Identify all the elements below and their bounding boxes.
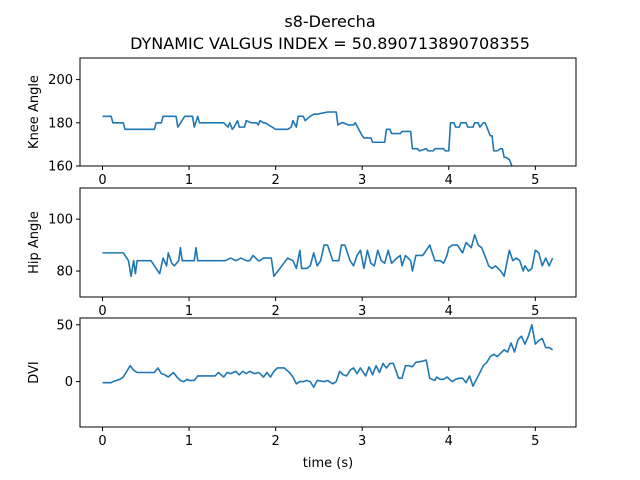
subplot-2: 0 1 2 3 4 5 80 100 Hip Angle xyxy=(27,187,577,319)
x-axis-label-3: time (s) xyxy=(303,456,353,471)
x-tick-label: 0 xyxy=(98,304,106,319)
x-tick-label: 4 xyxy=(445,434,453,449)
x-tick-label: 1 xyxy=(185,434,193,449)
y-tick-label: 50 xyxy=(56,318,73,333)
x-tick-label: 0 xyxy=(98,173,106,188)
x-tick-label: 3 xyxy=(358,173,366,188)
y-tick-label: 100 xyxy=(48,213,73,228)
x-tick-label: 2 xyxy=(271,304,279,319)
x-tick-label: 0 xyxy=(98,434,106,449)
figure-title-line2: DYNAMIC VALGUS INDEX = 50.89071389070835… xyxy=(130,34,530,53)
x-tick-label: 5 xyxy=(531,434,539,449)
x-tick-label: 1 xyxy=(185,304,193,319)
figure-title-line1: s8-Derecha xyxy=(284,12,375,31)
x-tick-label: 2 xyxy=(271,173,279,188)
x-tick-label: 4 xyxy=(445,304,453,319)
series-line-3-1 xyxy=(102,324,554,389)
plot-frame-1 xyxy=(79,57,577,167)
plot-frame-3 xyxy=(79,317,577,428)
x-tick-label: 3 xyxy=(358,434,366,449)
y-axis-label-3: DVI xyxy=(27,361,42,384)
x-tick-label: 1 xyxy=(185,173,193,188)
y-tick-label: 200 xyxy=(48,73,73,88)
plot-frame-2 xyxy=(79,187,577,298)
y-axis-label-1: Knee Angle xyxy=(27,75,42,149)
series-line-1-1 xyxy=(102,111,513,166)
series-line-2-1 xyxy=(102,233,554,278)
y-axis-label-2: Hip Angle xyxy=(27,211,42,274)
x-tick-label: 3 xyxy=(358,304,366,319)
y-tick-label: 80 xyxy=(56,265,73,280)
x-tick-label: 5 xyxy=(531,304,539,319)
y-tick-label: 180 xyxy=(48,116,73,131)
x-tick-label: 2 xyxy=(271,434,279,449)
y-tick-label: 0 xyxy=(65,375,73,390)
x-tick-label: 4 xyxy=(445,173,453,188)
y-tick-label: 160 xyxy=(48,160,73,175)
x-tick-label: 5 xyxy=(531,173,539,188)
subplot-1: 0 1 2 3 4 5 160 180 200 Knee Angle xyxy=(27,57,577,188)
